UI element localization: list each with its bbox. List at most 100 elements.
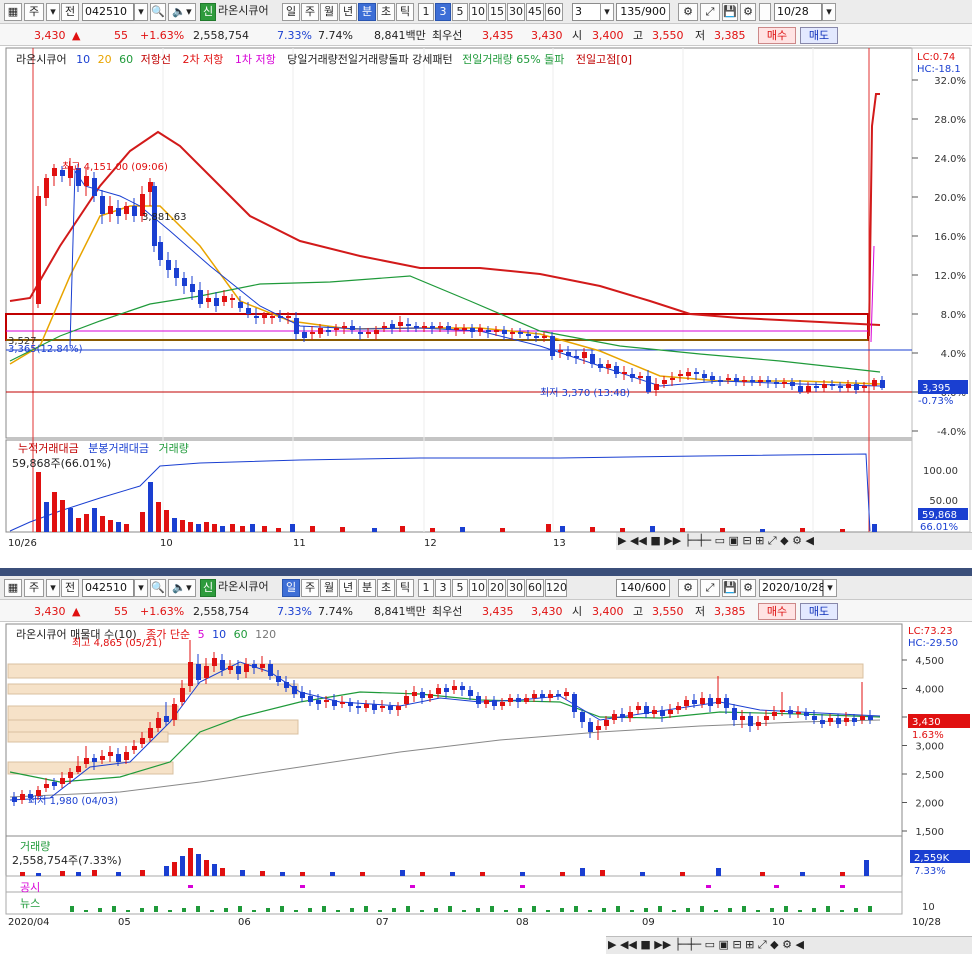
intraday-chart[interactable]: 32.0%28.0%24.0%20.0%16.0%12.0%8.0%4.0%0.… (0, 46, 972, 552)
speaker-icon[interactable]: 🔈▾ (168, 579, 196, 597)
legend-ma60: 60 (119, 53, 134, 66)
legend-ma120: 120 (255, 628, 277, 641)
volume-bar (172, 518, 177, 532)
settings-icon[interactable]: ⚙ (740, 3, 756, 21)
stock-type-select[interactable]: 주 (24, 579, 44, 597)
period-tab-2[interactable]: 월 (320, 3, 338, 21)
minute-tab-5[interactable]: 30 (507, 3, 525, 21)
date-input[interactable]: 2020/10/28 (759, 579, 825, 597)
stock-type-select[interactable]: 주 (24, 3, 44, 21)
news-bar (168, 910, 172, 912)
minute-tab-6[interactable]: 60 (526, 579, 544, 597)
minute-tab-7[interactable]: 120 (545, 579, 567, 597)
draw-tool-icon[interactable]: ⤢ (700, 3, 720, 21)
unit-dropdown-icon[interactable]: ▾ (600, 3, 614, 21)
count-input[interactable]: 135/900 (616, 3, 670, 21)
all-market-button[interactable]: 전 (61, 3, 79, 21)
volume-bar (840, 529, 845, 532)
period-tab-2[interactable]: 월 (320, 579, 338, 597)
period-tab-6[interactable]: 틱 (396, 579, 414, 597)
count-input[interactable]: 140/600 (616, 579, 670, 597)
buy-button[interactable]: 매수 (758, 27, 796, 44)
period-tab-3[interactable]: 년 (339, 579, 357, 597)
news-bar (238, 906, 242, 912)
candle (222, 296, 227, 302)
minute-tab-3[interactable]: 10 (469, 579, 487, 597)
daily-candle (468, 690, 473, 696)
save-icon[interactable]: 💾 (722, 3, 738, 21)
daily-scrollbar[interactable]: ▶ ◀◀ ■ ▶▶ ├─┼─ ▭ ▣ ⊟ ⊞ ⤢ ◆ ⚙ ◀ (0, 934, 972, 956)
sell-button[interactable]: 매도 (800, 603, 838, 620)
minute-tab-1[interactable]: 3 (435, 3, 451, 21)
minute-tab-6[interactable]: 45 (526, 3, 544, 21)
daily-volume-bar (204, 860, 209, 876)
period-tab-1[interactable]: 주 (301, 3, 319, 21)
all-market-button[interactable]: 전 (61, 579, 79, 597)
save-icon[interactable]: 💾 (722, 579, 738, 597)
minute-tab-0[interactable]: 1 (418, 579, 434, 597)
news-bar (364, 906, 368, 912)
minute-tab-2[interactable]: 5 (452, 3, 468, 21)
code-dropdown-icon[interactable]: ▾ (134, 579, 148, 597)
minute-tab-7[interactable]: 60 (545, 3, 563, 21)
news-bar (126, 910, 130, 912)
candle (694, 372, 699, 374)
code-dropdown-icon[interactable]: ▾ (134, 3, 148, 21)
period-tab-0[interactable]: 일 (282, 579, 300, 597)
scroll-controls-icon[interactable]: ▶ ◀◀ ■ ▶▶ ├─┼─ ▭ ▣ ⊟ ⊞ ⤢ ◆ ⚙ ◀ (608, 938, 804, 951)
buy-button[interactable]: 매수 (758, 603, 796, 620)
period-tab-5[interactable]: 초 (377, 3, 395, 21)
y-tick-label: 12.0% (934, 271, 966, 282)
search-icon[interactable]: 🔍 (150, 3, 166, 21)
minute-tab-3[interactable]: 10 (469, 3, 487, 21)
search-icon[interactable]: 🔍 (150, 579, 166, 597)
scroll-controls-icon[interactable]: ▶ ◀◀ ■ ▶▶ ├─┼─ ▭ ▣ ⊟ ⊞ ⤢ ◆ ⚙ ◀ (618, 534, 814, 547)
minute-tab-1[interactable]: 3 (435, 579, 451, 597)
minute-tab-4[interactable]: 20 (488, 579, 506, 597)
candle-settings-icon[interactable]: ⚙ (678, 579, 698, 597)
volume-bar (650, 526, 655, 532)
daily-candle (820, 720, 825, 724)
news-bar (112, 906, 116, 912)
candle-settings-icon[interactable]: ⚙ (678, 3, 698, 21)
candle (366, 332, 371, 334)
minute-tab-2[interactable]: 5 (452, 579, 468, 597)
period-tab-5[interactable]: 초 (377, 579, 395, 597)
daily-volume-bar (800, 872, 805, 876)
period-tab-6[interactable]: 틱 (396, 3, 414, 21)
dropdown-icon[interactable]: ▾ (46, 3, 60, 21)
date-checkbox[interactable] (759, 3, 771, 21)
sell-button[interactable]: 매도 (800, 27, 838, 44)
intraday-scrollbar[interactable]: ▶ ◀◀ ■ ▶▶ ├─┼─ ▭ ▣ ⊟ ⊞ ⤢ ◆ ⚙ ◀ (0, 532, 972, 552)
chart-icon[interactable]: ▦ (4, 579, 22, 597)
news-bar (154, 906, 158, 912)
volume-bar (188, 522, 193, 532)
daily-candle (620, 714, 625, 718)
period-tab-3[interactable]: 년 (339, 3, 357, 21)
stock-code-input[interactable]: 042510 (82, 579, 134, 597)
date-input[interactable]: 10/28 (774, 3, 822, 21)
minute-tab-5[interactable]: 30 (507, 579, 525, 597)
date-dropdown-icon[interactable]: ▾ (822, 3, 836, 21)
chart-icon[interactable]: ▦ (4, 3, 22, 21)
period-tab-1[interactable]: 주 (301, 579, 319, 597)
daily-volume-bar (92, 870, 97, 876)
period-tab-4[interactable]: 분 (358, 579, 376, 597)
period-tab-0[interactable]: 일 (282, 3, 300, 21)
minute-tab-4[interactable]: 15 (488, 3, 506, 21)
daily-candle (604, 720, 609, 726)
settings-icon[interactable]: ⚙ (740, 579, 756, 597)
change-percent: +1.63% (140, 29, 185, 42)
draw-tool-icon[interactable]: ⤢ (700, 579, 720, 597)
dropdown-icon[interactable]: ▾ (46, 579, 60, 597)
legend-pattern: 당일거래량전일거래량돌파 강세패턴 (287, 53, 453, 66)
speaker-icon[interactable]: 🔈▾ (168, 3, 196, 21)
daily-volume-bar (420, 872, 425, 876)
legend-prev-volume: 전일거래량 65% 돌파 (462, 53, 565, 66)
date-dropdown-icon[interactable]: ▾ (823, 579, 837, 597)
minute-tab-0[interactable]: 1 (418, 3, 434, 21)
period-tab-4[interactable]: 분 (358, 3, 376, 21)
volume: 2,558,754 (193, 605, 249, 618)
stock-code-input[interactable]: 042510 (82, 3, 134, 21)
